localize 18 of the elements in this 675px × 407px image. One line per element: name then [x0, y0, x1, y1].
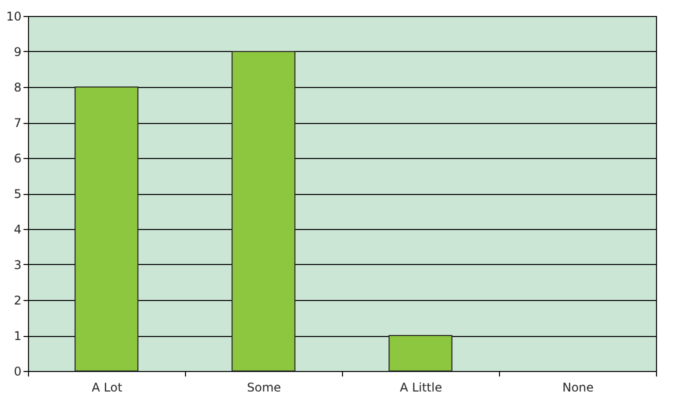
y-tick-label: 7 [14, 116, 22, 130]
y-tick-label: 2 [14, 294, 22, 308]
y-tick-label: 8 [14, 80, 22, 94]
y-tick-label: 10 [6, 10, 22, 24]
y-tick-label: 1 [14, 329, 22, 343]
x-tick-label: None [562, 380, 594, 394]
bar [232, 51, 296, 372]
y-tick-label: 6 [14, 152, 22, 166]
x-tick-label: A Little [400, 380, 442, 394]
bar [388, 335, 452, 372]
y-tick-label: 0 [14, 364, 22, 378]
y-tick-label: 5 [14, 187, 22, 201]
x-tick-label: Some [246, 380, 282, 394]
x-tick-label: A Lot [92, 380, 123, 394]
bar [74, 86, 138, 372]
y-tick-label: 4 [14, 222, 22, 236]
y-tick-label: 3 [14, 258, 22, 272]
y-tick-label: 9 [14, 45, 22, 59]
